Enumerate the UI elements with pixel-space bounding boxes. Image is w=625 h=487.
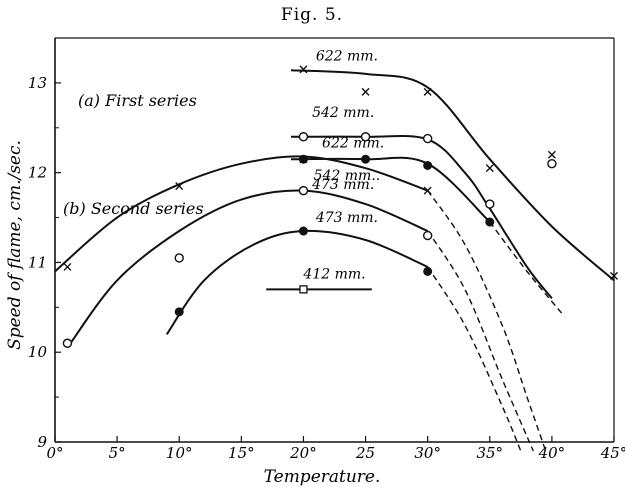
- x-marker-point: [299, 65, 308, 74]
- figure-title: Fig. 5.: [281, 5, 343, 25]
- open-circle-point: [485, 199, 495, 209]
- open-circle-point: [298, 132, 309, 142]
- x-marker-stroke: [361, 87, 370, 96]
- x-tick-label: 30°: [414, 444, 441, 462]
- x-marker-point: [63, 262, 72, 271]
- x-marker-stroke: [63, 262, 72, 271]
- x-tick-label: 20°: [289, 444, 317, 462]
- plot-frame: [54, 37, 615, 443]
- series-label: 473 mm.: [315, 210, 378, 226]
- series-label: 542 mm.: [312, 105, 374, 121]
- series-2: 542 mm.: [290, 105, 557, 300]
- x-axis-title: Temperature.: [264, 467, 381, 487]
- y-tick-label: 10: [28, 343, 48, 361]
- y-tick-label: 12: [28, 164, 47, 182]
- x-marker-point: [361, 87, 370, 96]
- x-marker-stroke: [423, 186, 432, 195]
- group-a-label: (a) First series: [78, 91, 197, 110]
- open-circle-point: [547, 158, 557, 169]
- series-solid-line: [54, 155, 429, 273]
- y-tick-label: 9: [37, 433, 47, 451]
- x-tick-label: 15°: [228, 444, 255, 462]
- filled-circle-point: [423, 160, 433, 170]
- x-marker-stroke: [175, 182, 184, 191]
- open-square-point: [299, 285, 308, 294]
- x-marker-point: [175, 182, 184, 191]
- series-solid-line: [66, 189, 429, 349]
- x-marker-stroke: [423, 87, 432, 96]
- x-marker-stroke: [485, 164, 494, 173]
- x-tick-label: 25: [355, 444, 375, 462]
- x-marker-stroke: [610, 271, 618, 280]
- x-tick-label: 5°: [109, 444, 126, 462]
- y-tick-label: 11: [28, 253, 47, 271]
- x-marker-point: [299, 155, 308, 164]
- filled-circle-point: [298, 226, 308, 236]
- x-marker-point: [423, 186, 432, 195]
- open-circle-point: [360, 132, 371, 142]
- series-label: 412 mm.: [302, 267, 365, 283]
- open-circle-point: [62, 338, 73, 348]
- x-marker-stroke: [299, 65, 308, 74]
- open-circle-point: [298, 185, 309, 196]
- x-tick-label: 0°: [46, 444, 63, 462]
- series-label: 473 mm.: [311, 177, 374, 193]
- series-label: 622 mm.: [322, 136, 384, 152]
- x-marker-stroke: [547, 150, 556, 159]
- x-marker-point: [485, 164, 494, 173]
- series-solid-line: [165, 229, 429, 335]
- open-circle-point: [174, 253, 184, 263]
- y-axis-title: Speed of flame, cm./sec.: [5, 140, 25, 350]
- series-4: 622 mm.: [54, 136, 547, 452]
- series-7: 412 mm.: [266, 267, 372, 294]
- x-marker-stroke: [299, 155, 308, 164]
- series-dashed-line: [489, 221, 565, 317]
- y-ticks: 9 10 11 12 13: [28, 74, 61, 451]
- filled-circle-point: [423, 266, 433, 276]
- x-ticks: 0° 5° 10° 15° 20° 25 30° 35° 40° 45°: [46, 436, 625, 462]
- series-6: 473 mm.: [165, 210, 522, 452]
- series-layer: 622 mm.542 mm.473 mm.622 mm.542 mm..473 …: [54, 48, 618, 452]
- series-5: 542 mm..: [62, 168, 534, 452]
- series-label: 622 mm.: [316, 48, 378, 64]
- filled-circle-point: [485, 217, 495, 227]
- x-tick-label: 10°: [166, 444, 193, 462]
- open-circle-point: [422, 230, 433, 241]
- open-circle-point: [422, 133, 433, 144]
- x-marker-point: [547, 150, 556, 159]
- filled-circle-point: [174, 307, 184, 317]
- series-solid-line: [290, 69, 615, 282]
- series-dashed-line: [427, 190, 547, 452]
- x-tick-label: 40°: [538, 444, 566, 462]
- series-1: 622 mm.: [290, 48, 618, 282]
- x-marker-point: [610, 271, 618, 280]
- x-tick-label: 35°: [476, 444, 503, 462]
- x-marker-point: [423, 87, 432, 96]
- x-tick-label: 45°: [600, 444, 625, 462]
- series-dashed-line: [427, 266, 522, 452]
- group-b-label: (b) Second series: [63, 199, 204, 218]
- series-label: 542 mm..: [314, 168, 381, 184]
- y-tick-label: 13: [28, 74, 47, 92]
- filled-circle-point: [361, 154, 371, 164]
- series-dashed-line: [427, 230, 534, 452]
